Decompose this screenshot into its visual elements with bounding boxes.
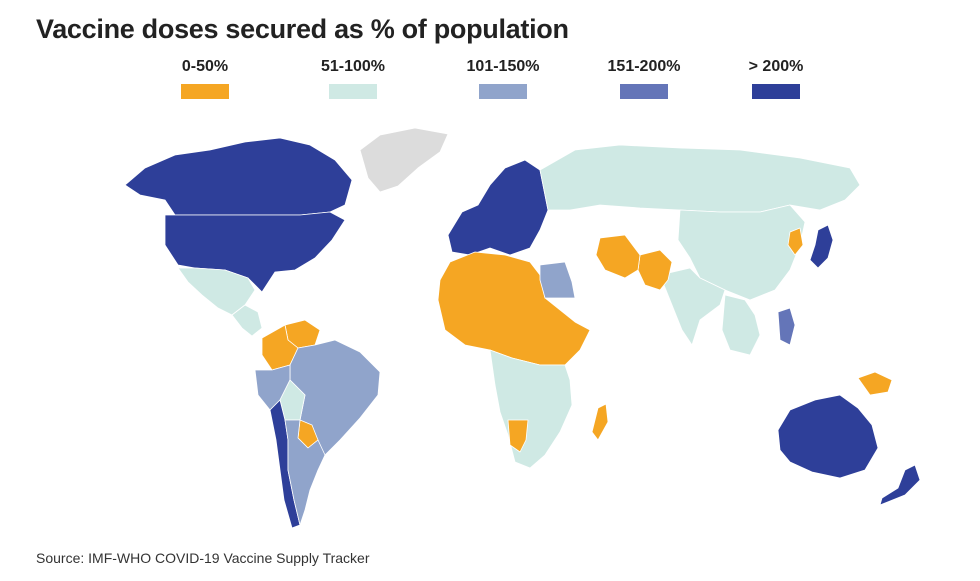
region-papua-new-guinea [857,371,893,396]
region-sub-saharan-africa [489,349,573,469]
region-north-africa-sahel [437,251,591,366]
region-new-zealand [879,464,921,506]
region-madagascar [591,403,609,441]
region-russia [539,144,861,213]
region-iran [595,234,641,279]
legend-swatch [752,84,800,99]
legend-label: 51-100% [320,58,386,75]
legend-swatch [181,84,229,99]
world-map [124,127,921,529]
legend-item-1: 51-100% [298,58,408,99]
region-united-states [164,211,346,293]
region-india [659,267,726,346]
legend: 0-50% 51-100% 101-150% 151-200% > 200% [0,58,980,104]
legend-item-2: 101-150% [448,58,558,99]
region-europe [447,159,549,256]
legend-label: 151-200% [607,58,681,75]
region-greenland [359,127,449,193]
source-note: Source: IMF-WHO COVID-19 Vaccine Supply … [36,550,370,566]
region-korea [787,227,804,256]
legend-swatch [479,84,527,99]
legend-item-4: > 200% [721,58,831,99]
region-namibia [507,419,529,453]
legend-swatch [329,84,377,99]
chart-title: Vaccine doses secured as % of population [36,14,569,44]
legend-item-3: 151-200% [589,58,699,99]
region-china [677,204,806,301]
legend-label: 101-150% [466,58,540,75]
legend-label: > 200% [748,58,804,75]
legend-swatch [620,84,668,99]
region-pakistan [637,249,673,291]
region-australia [777,394,879,479]
legend-item-0: 0-50% [150,58,260,99]
region-egypt [539,261,576,299]
region-central-america [231,304,263,337]
region-southeast-asia [721,294,761,356]
region-argentina [284,419,326,526]
region-philippines [777,307,796,346]
legend-label: 0-50% [181,58,229,75]
region-canada [124,137,353,216]
region-japan [809,224,834,269]
